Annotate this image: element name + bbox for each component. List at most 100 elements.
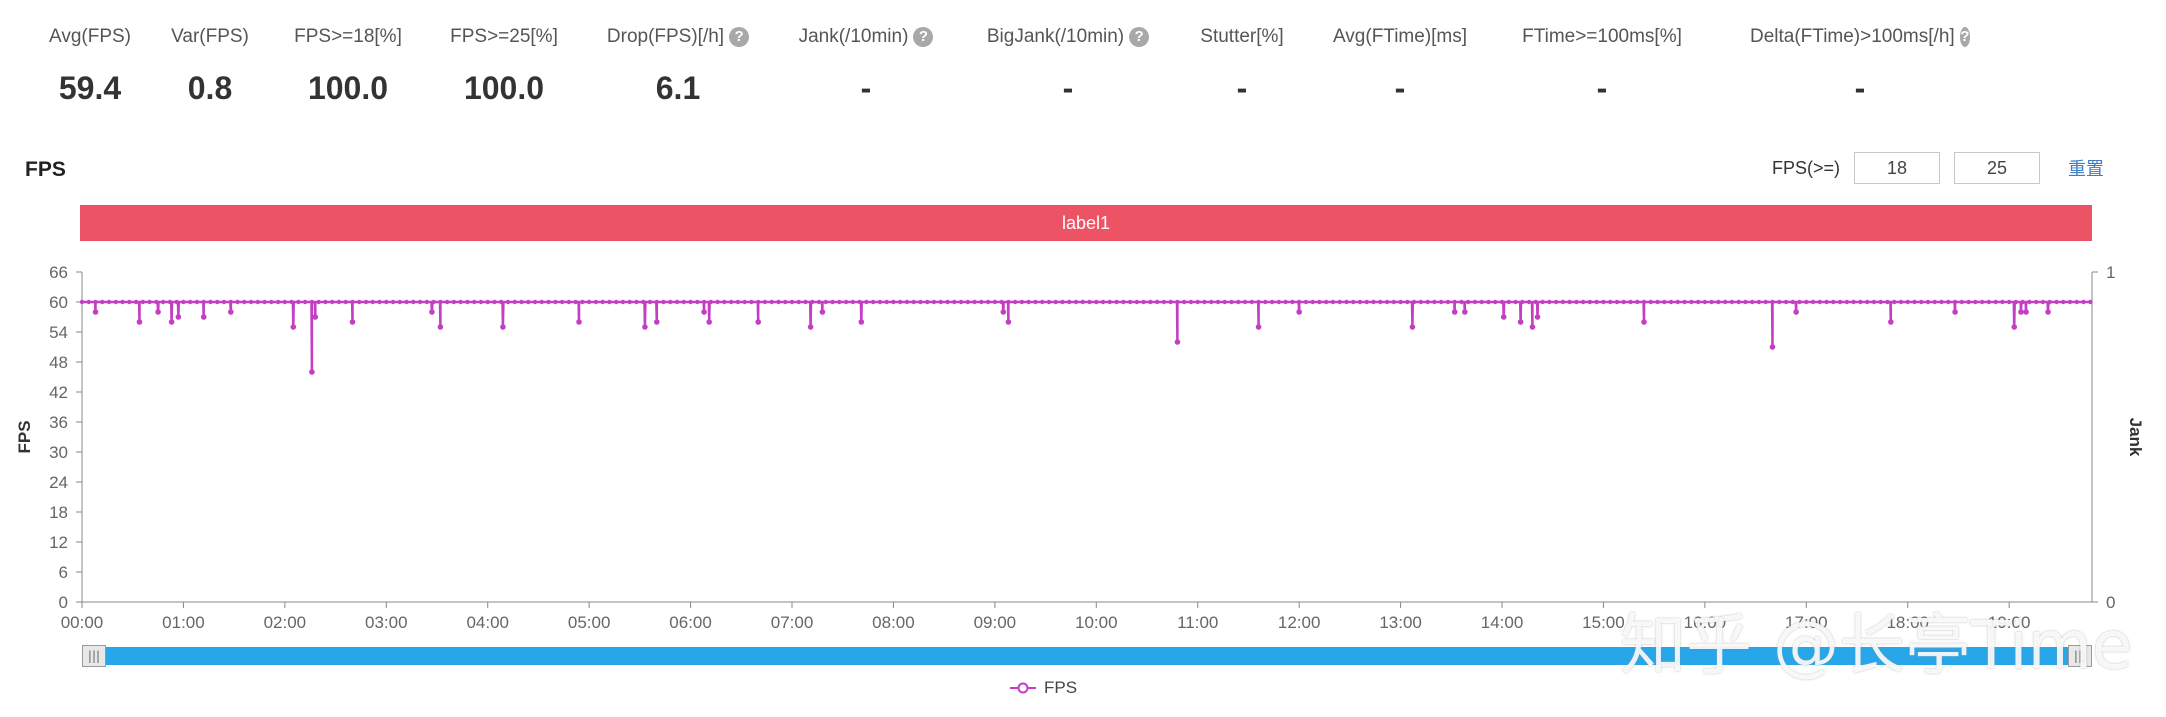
metric-label: Drop(FPS)[/h]? (568, 26, 788, 48)
metric-value: 59.4 (58, 70, 122, 106)
slider-right-handle[interactable]: ||| (2068, 645, 2092, 667)
slider-track[interactable] (94, 647, 2080, 665)
fps-point (620, 299, 626, 305)
slider-left-handle[interactable]: ||| (82, 645, 106, 667)
fps-point (681, 299, 687, 305)
fps-point (1973, 299, 1978, 305)
fps-point (2047, 299, 2052, 305)
fps-point (1303, 299, 1309, 305)
fps-point (417, 299, 423, 305)
fps-point (857, 299, 862, 305)
label-bar[interactable]: label1 (80, 205, 2092, 241)
fps-point (1580, 299, 1586, 305)
reset-button[interactable]: 重置 (2068, 159, 2104, 179)
fps-point (1080, 299, 1085, 305)
fps-point (181, 299, 186, 305)
fps-point (654, 299, 659, 305)
fps-point (1222, 299, 1227, 305)
fps-point (1810, 299, 1816, 305)
fps-point (282, 299, 288, 305)
fps-point (424, 299, 430, 305)
fps-point (1269, 299, 1275, 305)
question-circle-icon[interactable]: ? (913, 27, 934, 47)
fps-point (1391, 299, 1397, 305)
fps-dip-point (1296, 309, 1302, 315)
fps-point (458, 299, 463, 305)
fps-point (985, 299, 991, 305)
fps-point (1154, 299, 1160, 305)
fps-dip-point (576, 319, 582, 325)
fps-point (999, 299, 1004, 305)
fps-point (1283, 299, 1288, 305)
fps-point (1621, 299, 1626, 305)
fps-point (194, 299, 200, 305)
fps-point (133, 299, 139, 305)
metric-label-text: FTime>=100ms[%] (1522, 26, 1682, 47)
x-tick-label: 08:00 (872, 613, 915, 632)
y-tick-label: 66 (49, 263, 68, 282)
fps-point (1628, 299, 1633, 305)
x-tick-label: 04:00 (466, 613, 509, 632)
line-marker-icon (1010, 682, 1036, 694)
fps-point (1296, 299, 1302, 305)
fps-dip-point (200, 314, 207, 320)
fps-point (1716, 299, 1721, 305)
fps-point (1912, 299, 1917, 305)
fps-point (1378, 299, 1383, 305)
fps-dip-point (309, 369, 315, 375)
fps-point (485, 299, 490, 305)
fps-point (728, 299, 734, 305)
fps-point (850, 299, 856, 305)
fps-point (972, 299, 977, 305)
fps-point (323, 299, 328, 305)
fps-point (2054, 299, 2059, 305)
fps-point (701, 299, 707, 305)
fps-point (837, 299, 842, 305)
fps-point (201, 299, 206, 305)
metric-label-text: Stutter[%] (1200, 26, 1284, 47)
fps-point (2034, 299, 2039, 305)
fps-point (1641, 299, 1647, 305)
fps-threshold-controls: FPS(>=) 重置 (1772, 152, 2104, 184)
question-circle-icon[interactable]: ? (1129, 27, 1150, 47)
fps-dip-point (1769, 344, 1776, 350)
fps-dip-point (155, 309, 161, 315)
fps-point (1831, 299, 1836, 305)
fps-dip-point (653, 319, 660, 325)
fps-point (106, 299, 112, 305)
fps-dip-point (500, 324, 506, 330)
fps-point (904, 299, 910, 305)
fps-point (1919, 299, 1924, 305)
fps-point (444, 299, 450, 305)
time-range-slider[interactable]: ||| ||| (82, 645, 2092, 667)
fps-point (1067, 299, 1072, 305)
fps-point (1364, 299, 1369, 305)
metric-label-text: Avg(FTime)[ms] (1332, 26, 1468, 47)
question-circle-icon[interactable]: ? (729, 27, 750, 47)
fps-threshold-input-2[interactable] (1954, 152, 2040, 184)
fps-point (478, 299, 484, 305)
fps-point (891, 299, 896, 305)
fps-point (1202, 299, 1207, 305)
fps-point (1094, 299, 1099, 305)
fps-point (1824, 299, 1829, 305)
fps-point (350, 299, 355, 305)
x-tick-label: 13:00 (1379, 613, 1422, 632)
fps-point (147, 299, 152, 305)
fps-point (1662, 299, 1667, 305)
fps-point (1418, 299, 1424, 305)
fps-point (2081, 299, 2086, 305)
fps-point (471, 299, 477, 305)
fps-point (668, 299, 673, 305)
fps-point (1310, 299, 1315, 305)
fps-point (2000, 299, 2005, 305)
fps-point (1587, 299, 1593, 305)
fps-point (1236, 299, 1241, 305)
fps-point (174, 299, 179, 305)
fps-threshold-input-1[interactable] (1854, 152, 1940, 184)
chart-legend[interactable]: FPS (1010, 678, 1077, 698)
fps-point (1405, 299, 1410, 305)
question-circle-icon[interactable]: ? (1959, 27, 1970, 47)
fps-point (384, 299, 389, 305)
fps-point (1195, 299, 1200, 305)
